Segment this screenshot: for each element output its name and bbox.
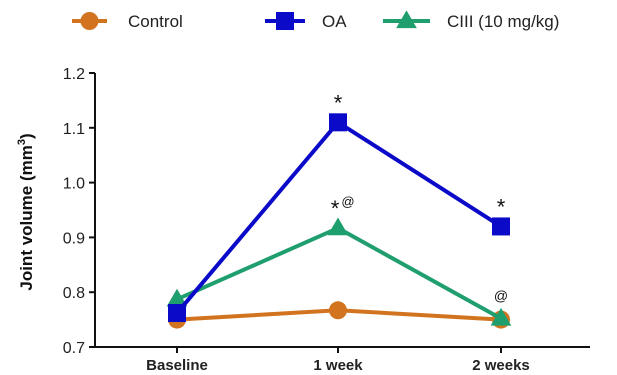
y-axis-label-superscript: 3 xyxy=(16,139,28,145)
series-square xyxy=(168,113,510,323)
series-layer xyxy=(166,113,512,329)
data-point-square xyxy=(168,304,186,323)
y-tick-label: 1.1 xyxy=(63,121,85,138)
data-point-circle xyxy=(329,301,347,320)
y-tick-label: 0.7 xyxy=(63,340,85,357)
annotations: *** @@ xyxy=(331,90,508,303)
data-point-triangle xyxy=(327,217,349,236)
legend-marker-triangle xyxy=(396,10,417,29)
legend-marker-circle xyxy=(80,12,99,30)
data-point-triangle xyxy=(166,288,188,307)
legend-item: CIII (10 mg/kg) xyxy=(383,10,559,31)
legend-label: OA xyxy=(322,12,347,31)
legend: Control OA CIII (10 mg/kg) xyxy=(72,10,559,31)
legend-label: Control xyxy=(128,12,183,31)
y-tick-label: 0.9 xyxy=(63,230,85,247)
significance-asterisk: * xyxy=(334,90,343,115)
y-tick-label: 1.0 xyxy=(63,176,85,193)
series-triangle xyxy=(166,217,512,326)
x-tick-label: 1 week xyxy=(313,357,363,374)
y-axis-label-close: ) xyxy=(17,133,36,139)
axes: 0.7 0.8 0.9 1.0 1.1 1.2 Baseline 1 week 2 weeks xyxy=(63,66,590,374)
series-circle xyxy=(168,301,510,329)
legend-label: CIII (10 mg/kg) xyxy=(447,12,559,31)
y-axis-label-text: Joint volume (mm xyxy=(17,145,36,290)
y-tick-label: 0.8 xyxy=(63,285,85,302)
data-point-square xyxy=(329,113,347,132)
significance-asterisk: * xyxy=(331,196,340,221)
x-tick-label: Baseline xyxy=(146,357,208,374)
y-axis-label-group: Joint volume (mm3) xyxy=(16,133,36,290)
data-point-square xyxy=(492,217,510,236)
legend-marker-square xyxy=(276,12,294,30)
data-point-triangle xyxy=(490,307,512,326)
y-tick-label: 1.2 xyxy=(63,66,85,83)
y-axis-label: Joint volume (mm3) xyxy=(16,133,36,290)
significance-at-sign: @ xyxy=(494,288,508,304)
legend-item: OA xyxy=(265,12,347,31)
significance-asterisk: * xyxy=(497,194,506,219)
significance-at-sign: @ xyxy=(341,194,354,209)
legend-item: Control xyxy=(72,12,183,31)
x-tick-label: 2 weeks xyxy=(472,357,530,374)
